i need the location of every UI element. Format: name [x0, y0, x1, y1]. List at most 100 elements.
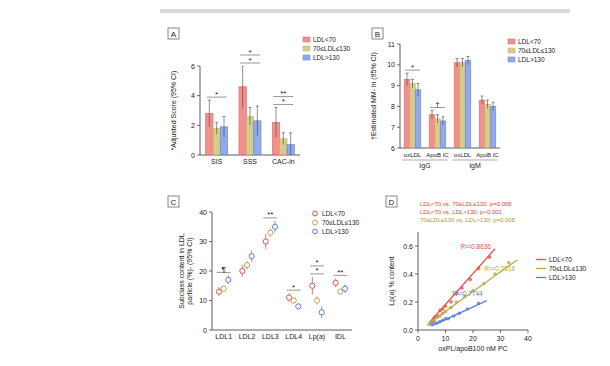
x-tick-label: LDL4 [285, 333, 302, 340]
sig-marker: * [315, 266, 318, 275]
y-axis-label: *Adjusted Score (95% CI) [170, 71, 178, 151]
sig-marker: ¶ [222, 265, 226, 274]
panel: B67891011†Estimated MM- ln (95% CI)oxLDL… [370, 28, 556, 170]
sig-marker: * [215, 90, 218, 99]
error-cap [256, 106, 259, 107]
y-tick [397, 44, 400, 45]
dot [263, 239, 268, 244]
x-tick [473, 330, 474, 333]
bar [435, 119, 441, 148]
x-tick [500, 330, 501, 333]
dot [244, 263, 249, 268]
sig-marker: ** [280, 89, 286, 98]
panel-letter: C [171, 198, 177, 207]
bar [404, 79, 410, 148]
error-bar [290, 133, 291, 155]
group-line [403, 160, 448, 161]
legend-label: 70≤LDL≤130 [313, 45, 351, 52]
sig-marker: * [292, 283, 295, 292]
bar [460, 63, 466, 148]
panel-letter: D [389, 198, 395, 207]
p-value-text: LDL<70 vs. 70≤LDL≤130; p=0.005 [420, 201, 512, 207]
dot [319, 310, 324, 315]
sig-marker: † [435, 100, 439, 109]
legend-swatch [303, 37, 310, 42]
y-tick [209, 300, 212, 301]
error-bar [437, 115, 438, 123]
legend-label: LDL<70 [549, 256, 572, 263]
legend-label: 70≤LDL≤130 [322, 219, 360, 226]
error-bar [468, 56, 469, 64]
p-value-text: LDL<70 vs. LDL>130; p<0.001 [420, 209, 503, 215]
panel-box [386, 196, 397, 207]
legend-label: 70≤LDL≤130 [549, 265, 587, 272]
dot [310, 283, 315, 288]
r2-label: R²=0.8636 [460, 243, 491, 250]
x-tick-label: SIS [211, 158, 223, 165]
y-tick [415, 274, 418, 275]
y-tick-label: 20 [199, 268, 207, 275]
y-tick-label: 6 [391, 145, 395, 152]
y-tick-label: 8 [391, 103, 395, 110]
error-bar [257, 106, 258, 136]
r2-label: R²=0.7744 [452, 290, 483, 297]
sig-marker: ** [337, 268, 343, 277]
x-tick-label: 40 [524, 335, 532, 342]
y-tick [415, 246, 418, 247]
x-tick-label: oxLDL [404, 152, 422, 158]
sig-marker: * [315, 258, 318, 267]
error-bar [276, 108, 277, 138]
x-tick [418, 330, 419, 333]
dot [342, 286, 347, 291]
y-tick [209, 330, 212, 331]
r2-label: R²=0.7518 [484, 265, 515, 272]
bar [415, 90, 421, 148]
y-tick-label: 10 [387, 61, 395, 68]
x-tick-label: LDL1 [215, 333, 232, 340]
y-axis-label: Subclass content in LDL [178, 233, 185, 309]
y-tick [397, 148, 400, 149]
y-tick [397, 85, 400, 86]
sig-marker: * [411, 63, 414, 72]
x-tick [445, 330, 446, 333]
legend-label: LDL>130 [549, 274, 576, 281]
dot [296, 304, 301, 309]
dot [240, 268, 245, 273]
group-label: IgG [419, 162, 430, 170]
legend-label: LDL<70 [313, 36, 336, 43]
x-tick-label: CAC-ln [272, 158, 295, 165]
y-tick [397, 64, 400, 65]
y-tick-label: 7 [391, 124, 395, 131]
group-line [453, 160, 498, 161]
x-axis-label: oxPL/apoB100 nM PC [438, 345, 507, 353]
legend-swatch [303, 55, 310, 60]
error-bar [412, 79, 413, 87]
y-tick [415, 330, 418, 331]
y-tick-label: 6 [191, 63, 195, 70]
error-cap [249, 107, 252, 108]
error-bar [462, 59, 463, 67]
dot [268, 230, 273, 235]
error-cap [486, 100, 489, 101]
panel: A0246*Adjusted Score (95% CI)SISSSSCAC-l… [168, 28, 351, 165]
error-cap [417, 83, 420, 84]
x-tick-label: SSS [243, 158, 257, 165]
x-tick-label: IDL [335, 333, 346, 340]
error-cap [431, 110, 434, 111]
sig-marker: * [282, 97, 285, 106]
y-tick [209, 271, 212, 272]
panel-box [168, 196, 179, 207]
panel: C010203040Subclass content in LDLparticl… [168, 196, 360, 341]
error-cap [492, 102, 495, 103]
error-cap [461, 58, 464, 59]
point [449, 300, 453, 304]
header-bar [160, 9, 570, 13]
panel-box [372, 28, 383, 39]
fit-line [429, 260, 517, 323]
legend-swatch [536, 268, 546, 269]
y-axis-label: †Estimated MM- ln (95% CI) [370, 52, 378, 140]
legend-label: 70≤LDL≤130 [518, 47, 556, 54]
legend-swatch [303, 46, 310, 51]
error-cap [442, 116, 445, 117]
error-cap [282, 132, 285, 133]
